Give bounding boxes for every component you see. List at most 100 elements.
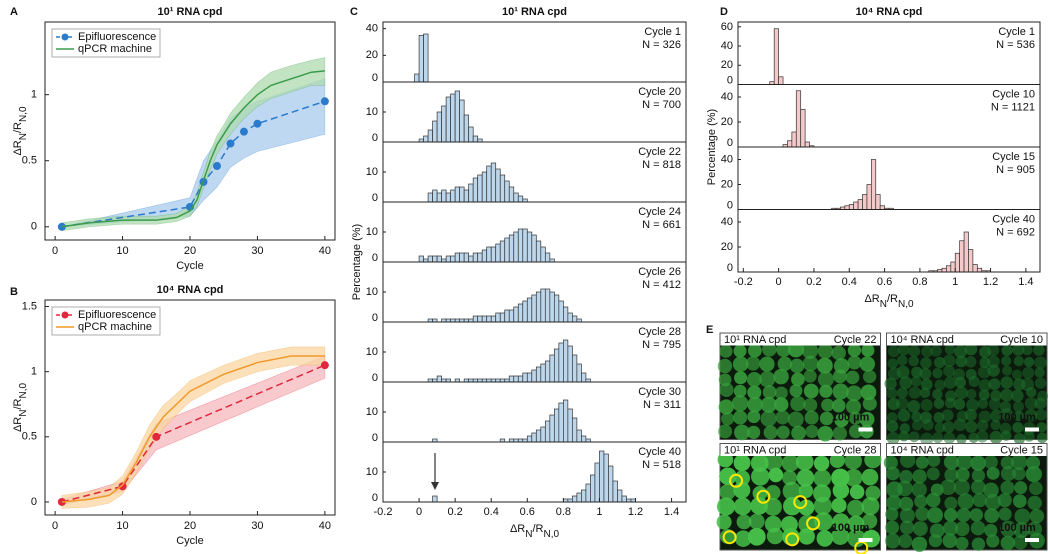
droplet	[920, 378, 933, 391]
hist-bar	[576, 429, 582, 443]
droplet	[944, 344, 956, 355]
droplet	[1012, 494, 1027, 508]
droplet	[1014, 481, 1028, 495]
droplet	[859, 356, 876, 372]
droplet	[896, 355, 908, 366]
droplet	[978, 410, 991, 423]
y-tick-label: 10	[366, 286, 378, 298]
droplet	[966, 398, 979, 412]
y-tick-label: 0	[372, 312, 378, 324]
highlight-ring	[806, 516, 821, 531]
hist-bar	[535, 240, 542, 263]
hist-bar	[486, 246, 492, 263]
hist-bar	[463, 189, 470, 203]
hist-bar	[787, 140, 793, 148]
micrograph: 10¹ RNA cpd Cycle 28 100 µm	[716, 443, 882, 554]
droplet	[943, 354, 956, 368]
hist-bar	[508, 309, 515, 323]
droplet	[762, 341, 777, 357]
highlight-ring	[793, 495, 808, 510]
droplet	[965, 420, 978, 433]
droplet	[988, 398, 1001, 411]
droplet	[716, 514, 732, 530]
hist-bar	[581, 489, 587, 503]
hist-bar	[490, 162, 497, 203]
highlight-ring	[756, 489, 771, 504]
hist-bar	[423, 33, 429, 83]
highlight-ring	[785, 532, 800, 547]
y-tick-label: 10	[366, 346, 378, 358]
panel-n-label: N = 518	[642, 459, 681, 471]
droplet	[817, 343, 834, 359]
hist-bar	[427, 255, 433, 263]
droplet	[845, 370, 860, 385]
droplet	[911, 481, 927, 498]
hist-bar	[866, 184, 872, 210]
droplet	[953, 398, 966, 410]
hist-bar	[508, 186, 515, 203]
hist-bar	[540, 426, 546, 443]
droplet	[971, 479, 986, 495]
droplet	[997, 493, 1012, 508]
hist-bar	[572, 354, 578, 383]
legend-box	[51, 28, 161, 58]
droplet	[984, 455, 998, 469]
droplet	[1033, 344, 1045, 356]
droplet	[750, 454, 769, 472]
panel-label: Cycle 15	[992, 151, 1035, 163]
hist-bar	[549, 414, 555, 443]
droplet	[746, 425, 761, 439]
droplet	[747, 527, 766, 546]
y-axis-label: Percentage (%)	[351, 224, 363, 300]
droplet	[803, 383, 819, 399]
droplet	[898, 431, 910, 442]
hist-bar	[540, 288, 546, 323]
hist-bar	[804, 141, 810, 148]
droplet	[831, 527, 850, 545]
droplet	[832, 426, 848, 441]
droplet	[887, 345, 900, 358]
hist-bar	[773, 28, 779, 85]
label-part: N	[18, 133, 29, 140]
hist-bar	[445, 192, 451, 203]
droplet	[885, 520, 900, 535]
droplet	[977, 398, 989, 409]
y-tick-label: 20	[366, 49, 378, 61]
droplet	[1000, 408, 1014, 421]
hist-bar	[608, 465, 614, 503]
droplet	[932, 432, 944, 444]
y-tick-label: 0.5	[22, 431, 37, 443]
hist-bar	[959, 240, 965, 273]
droplet	[912, 469, 927, 484]
droplet	[885, 507, 899, 521]
hist-bar	[472, 177, 479, 203]
droplet	[1034, 367, 1045, 378]
droplet	[943, 365, 955, 377]
hist-bar	[535, 429, 542, 443]
x-tick-label: 30	[251, 520, 263, 532]
scale-label: 100 µm	[998, 522, 1036, 534]
droplet	[990, 390, 1002, 402]
hist-bar	[572, 315, 578, 323]
x-axis-label: ΔRN/RN,0	[864, 293, 914, 310]
hist-bar	[603, 453, 609, 503]
hist-bar	[499, 174, 506, 203]
droplet	[733, 497, 752, 516]
y-tick-label: 10	[366, 406, 378, 418]
label-part: ΔR	[12, 417, 24, 432]
chart-title: 10¹ RNA cpd	[158, 6, 223, 18]
panel-n-label: N = 536	[996, 39, 1035, 51]
y-tick-label: 0	[372, 432, 378, 444]
hist-bar	[954, 252, 960, 273]
droplet	[734, 371, 748, 385]
droplet	[964, 408, 977, 422]
droplet	[763, 425, 778, 440]
droplet	[816, 530, 834, 547]
hist-bar	[549, 291, 555, 323]
legend-label: Epifluorescence	[78, 309, 156, 321]
droplet	[922, 418, 934, 431]
droplet	[911, 536, 928, 552]
hist-bar	[617, 489, 623, 503]
hist-bar	[517, 195, 524, 203]
hist-bar	[522, 372, 528, 383]
